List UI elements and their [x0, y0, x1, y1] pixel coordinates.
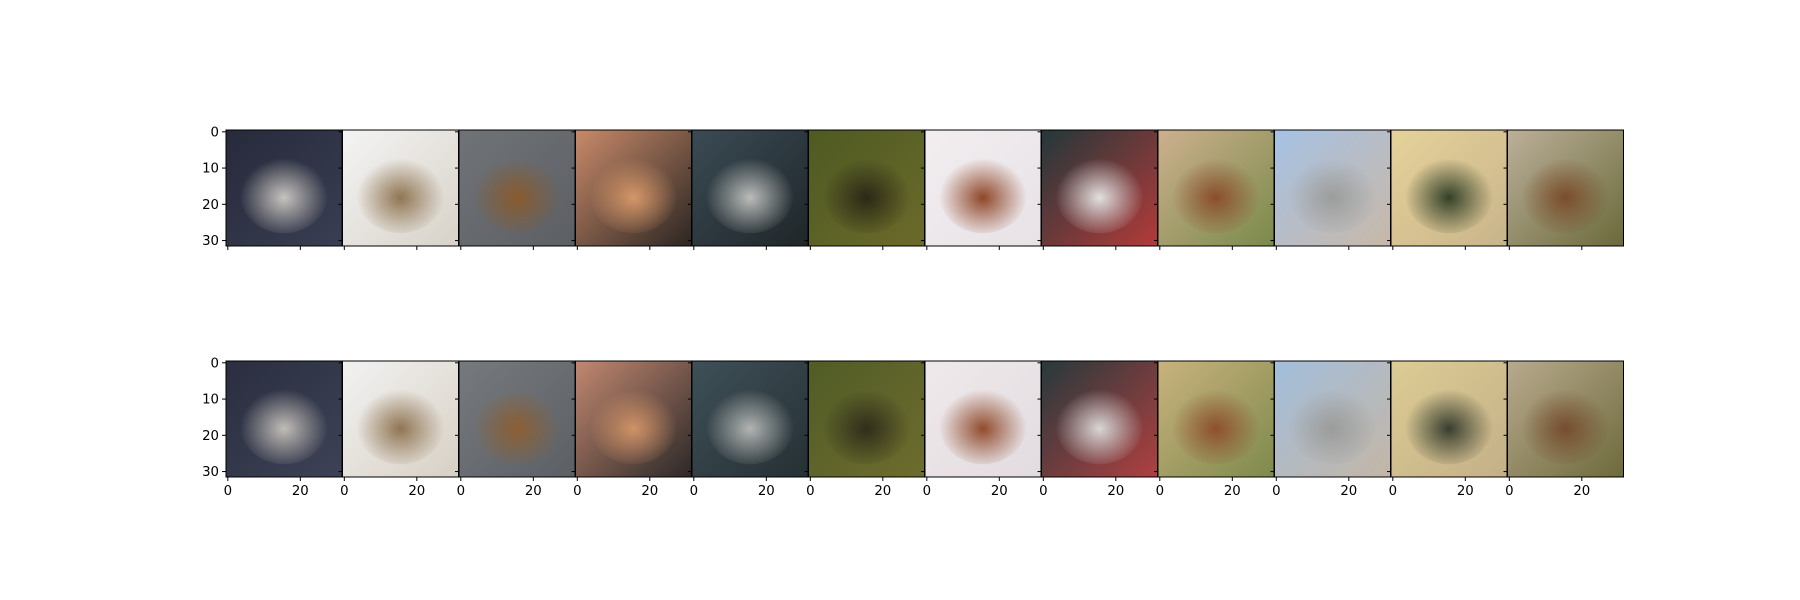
x-tick-label: 20 [1224, 484, 1241, 499]
x-tick-label: 0 [923, 484, 931, 499]
cat-subject [356, 154, 445, 234]
image-panel: 0 20 [1154, 360, 1275, 499]
image-panel: 0 10 20 30 [202, 125, 343, 250]
image-panel: 0 20 [921, 360, 1042, 499]
horse-subject [938, 154, 1028, 234]
x-tick-label: 0 [224, 484, 232, 499]
horse-subject [1171, 154, 1261, 234]
ship-subject [1055, 385, 1144, 465]
image-panel: 0 20 [455, 360, 576, 499]
image-panel [1037, 129, 1158, 250]
ship-subject [1055, 154, 1144, 234]
y-tick-label: 30 [202, 234, 219, 249]
x-tick-label: 20 [641, 484, 658, 499]
x-tick-label: 20 [758, 484, 775, 499]
x-tick-label: 0 [1505, 484, 1513, 499]
x-tick-label: 20 [1457, 484, 1474, 499]
image-panel [571, 129, 692, 250]
x-tick-label: 0 [806, 484, 814, 499]
y-tick-label: 0 [211, 125, 219, 140]
image-panel [1270, 129, 1391, 250]
image-panel [1154, 129, 1275, 250]
y-tick-label: 20 [202, 198, 219, 213]
airplane-subject [1404, 385, 1494, 465]
image-panel [455, 129, 576, 250]
cat-subject [356, 385, 445, 465]
x-tick-label: 0 [1389, 484, 1397, 499]
image-panel: 0 20 [1270, 360, 1391, 499]
panel-frame [1507, 360, 1624, 478]
airplane-subject [1288, 154, 1377, 234]
x-tick-label: 20 [991, 484, 1008, 499]
image-panel: 0 20 [1503, 360, 1624, 499]
image-panel: 0 20 [1037, 360, 1158, 499]
x-tick-label: 0 [1156, 484, 1164, 499]
x-tick-label: 0 [573, 484, 581, 499]
cat-subject [589, 154, 678, 234]
horse-subject [938, 385, 1028, 465]
image-panel [1387, 129, 1508, 250]
dog-subject [239, 385, 329, 465]
y-tick-label: 10 [202, 162, 219, 177]
image-panel: 0 10 20 30 0 20 [202, 356, 343, 499]
x-tick-label: 20 [408, 484, 425, 499]
bird-subject [472, 154, 562, 234]
image-panel [1503, 129, 1624, 250]
y-tick-label: 30 [202, 465, 219, 480]
panel-frame [1507, 129, 1624, 247]
x-tick-label: 20 [1107, 484, 1124, 499]
horse-subject [1521, 154, 1610, 234]
y-tick-label: 20 [202, 429, 219, 444]
image-panel [688, 129, 809, 250]
image-panel [338, 129, 459, 250]
y-tick-label: 10 [202, 393, 219, 408]
x-tick-label: 20 [525, 484, 542, 499]
image-panel: 0 20 [804, 360, 925, 499]
bird-subject [472, 385, 562, 465]
x-tick-label: 0 [340, 484, 348, 499]
image-panel: 0 20 [1387, 360, 1508, 499]
airplane-subject [1404, 154, 1494, 234]
image-panel: 0 20 [688, 360, 809, 499]
horse-subject [1171, 385, 1261, 465]
dog-subject [239, 154, 329, 234]
x-tick-label: 0 [1039, 484, 1047, 499]
deer-subject [822, 154, 911, 234]
cat-subject [589, 385, 678, 465]
automobile-subject [705, 154, 795, 234]
image-panel [921, 129, 1042, 250]
x-tick-label: 20 [292, 484, 309, 499]
automobile-subject [705, 385, 795, 465]
deer-subject [822, 385, 911, 465]
horse-subject [1521, 385, 1610, 465]
image-panel [804, 129, 925, 250]
x-tick-label: 20 [1573, 484, 1590, 499]
image-panel: 0 20 [338, 360, 459, 499]
x-tick-label: 0 [1272, 484, 1280, 499]
image-panel: 0 20 [571, 360, 692, 499]
x-tick-label: 0 [690, 484, 698, 499]
x-tick-label: 20 [1340, 484, 1357, 499]
airplane-subject [1288, 385, 1377, 465]
y-tick-label: 0 [211, 356, 219, 371]
x-tick-label: 0 [457, 484, 465, 499]
x-tick-label: 20 [874, 484, 891, 499]
